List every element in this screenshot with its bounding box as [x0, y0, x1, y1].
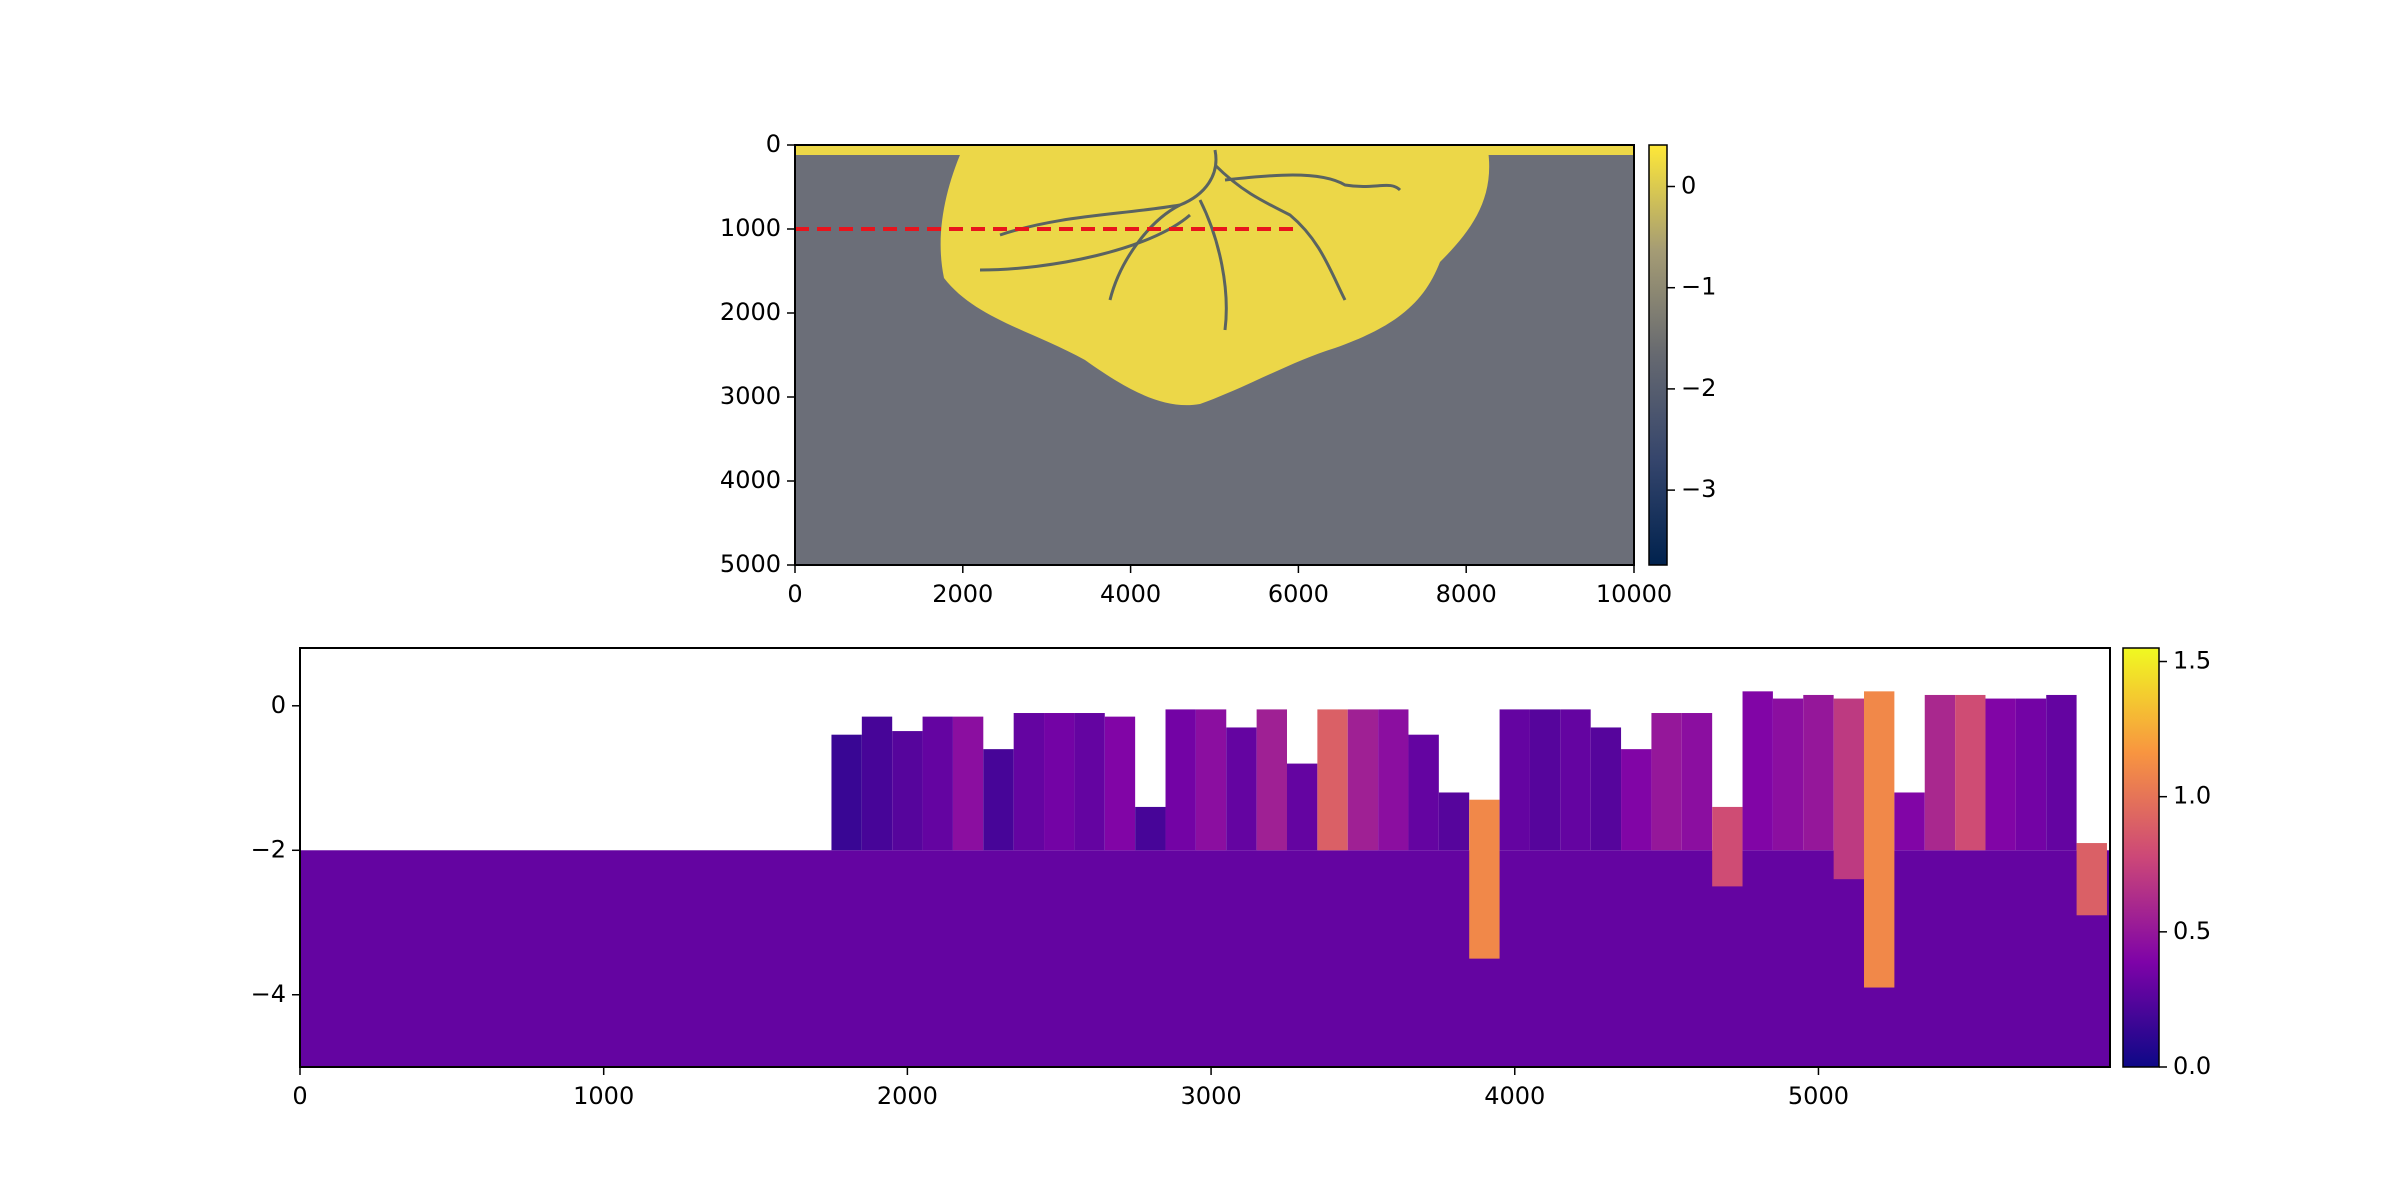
- section-column: [1529, 709, 1561, 851]
- section-column: [1681, 713, 1713, 851]
- section-column: [952, 716, 984, 851]
- section-column: [1408, 734, 1439, 851]
- y-tick-label: 3000: [720, 382, 781, 410]
- x-tick-label: 2000: [877, 1082, 938, 1110]
- colorbar-tick-label: 0.0: [2173, 1052, 2211, 1080]
- section-column: [2046, 694, 2077, 851]
- x-tick-label: 4000: [1100, 580, 1161, 608]
- axes-frame: [299, 647, 2111, 1068]
- section-column: [1074, 713, 1105, 851]
- section-column: [1894, 792, 1925, 851]
- section-column: [831, 734, 862, 851]
- x-tick-label: 0: [292, 1082, 307, 1110]
- section-column: [1772, 698, 1804, 851]
- basement: [300, 850, 2110, 1067]
- y-tick-label: 1000: [720, 214, 781, 242]
- section-column: [861, 716, 893, 851]
- section-column: [1165, 709, 1196, 851]
- section-column: [2015, 698, 2047, 851]
- y-tick-label: 4000: [720, 466, 781, 494]
- section-column: [1560, 709, 1591, 851]
- section-column: [1985, 698, 2016, 851]
- map-image: [795, 145, 1634, 565]
- x-tick-label: 0: [787, 580, 802, 608]
- colorbar-tick-label: 0: [1681, 171, 1696, 199]
- x-tick-label: 5000: [1788, 1082, 1849, 1110]
- section-column: [1438, 792, 1470, 851]
- colorbar: [2122, 647, 2160, 1068]
- section-column: [1378, 709, 1409, 851]
- section-column: [983, 749, 1014, 851]
- section-column: [1226, 727, 1257, 851]
- section-column: [1833, 698, 1865, 880]
- section-column: [1499, 709, 1530, 851]
- section-column: [1135, 806, 1166, 851]
- section-column: [1286, 763, 1318, 851]
- section-column: [1955, 694, 1986, 851]
- colorbar: [1648, 144, 1668, 566]
- x-tick-label: 4000: [1484, 1082, 1545, 1110]
- colorbar-tick-label: 0.5: [2173, 917, 2211, 945]
- section-column: [1044, 713, 1075, 851]
- y-tick-label: 0: [271, 691, 286, 719]
- colorbar-tick-label: −3: [1681, 475, 1716, 503]
- section-column: [1469, 799, 1500, 959]
- x-tick-label: 1000: [573, 1082, 634, 1110]
- axes-frame: [794, 144, 1635, 566]
- section-column: [1590, 727, 1622, 851]
- section-column: [1317, 709, 1348, 851]
- section-column: [1712, 806, 1743, 887]
- y-tick-label: 0: [766, 130, 781, 158]
- colorbar-tick-label: −1: [1681, 273, 1716, 301]
- section-column: [1651, 713, 1682, 851]
- y-tick-label: −2: [251, 835, 286, 863]
- section-column: [892, 731, 923, 851]
- section-column: [922, 716, 953, 851]
- colorbar-tick-label: −2: [1681, 374, 1716, 402]
- y-tick-label: −4: [251, 980, 286, 1008]
- section-column: [1104, 716, 1136, 851]
- section-column: [1621, 749, 1652, 851]
- section-column: [1864, 691, 1895, 988]
- x-tick-label: 10000: [1596, 580, 1672, 608]
- x-tick-label: 2000: [932, 580, 993, 608]
- section-column: [1742, 691, 1773, 851]
- colorbar-tick-label: 1.5: [2173, 647, 2211, 675]
- x-tick-label: 6000: [1268, 580, 1329, 608]
- y-tick-label: 5000: [720, 550, 781, 578]
- x-tick-label: 8000: [1436, 580, 1497, 608]
- y-tick-label: 2000: [720, 298, 781, 326]
- colorbar-tick-label: 1.0: [2173, 782, 2211, 810]
- section-column: [1256, 709, 1287, 851]
- section-column: [1195, 709, 1227, 851]
- section-column: [1803, 694, 1834, 851]
- section-column: [1924, 694, 1956, 851]
- section-column: [2076, 843, 2107, 916]
- section-column: [1347, 709, 1379, 851]
- x-tick-label: 3000: [1181, 1082, 1242, 1110]
- section-column: [1013, 713, 1045, 851]
